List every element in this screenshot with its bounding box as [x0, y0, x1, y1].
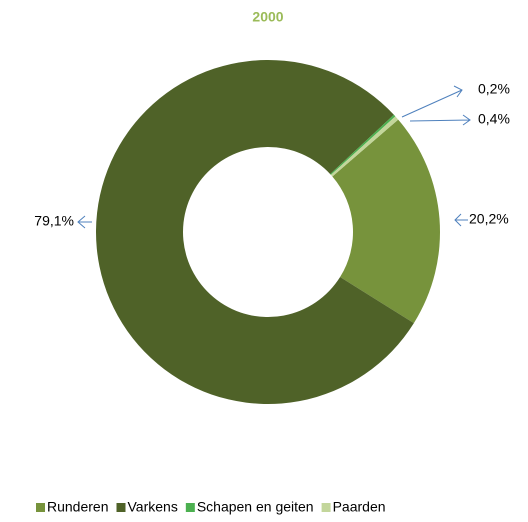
arrow — [401, 85, 463, 118]
legend-swatch — [36, 503, 45, 512]
legend-label: Runderen — [47, 499, 109, 515]
data-label: 20,2% — [469, 211, 509, 227]
donut-slice — [95, 59, 414, 405]
data-label: 0,4% — [478, 111, 510, 127]
legend-label: Varkens — [128, 499, 178, 515]
legend-label: Paarden — [333, 499, 386, 515]
donut-slice — [330, 116, 399, 177]
data-label: 0,2% — [478, 81, 510, 97]
arrow — [77, 215, 92, 229]
arrow — [454, 213, 468, 227]
data-label: 79,1% — [34, 213, 74, 229]
legend-swatch — [185, 503, 195, 512]
chart-title: 2000 — [252, 9, 283, 25]
arrow — [409, 114, 471, 126]
legend-label: Schapen en geiten — [197, 499, 314, 515]
legend-swatch — [321, 503, 331, 512]
legend-swatch — [116, 503, 126, 512]
donut-slice — [330, 114, 396, 175]
donut-slice — [332, 119, 441, 324]
arrows — [77, 85, 471, 229]
